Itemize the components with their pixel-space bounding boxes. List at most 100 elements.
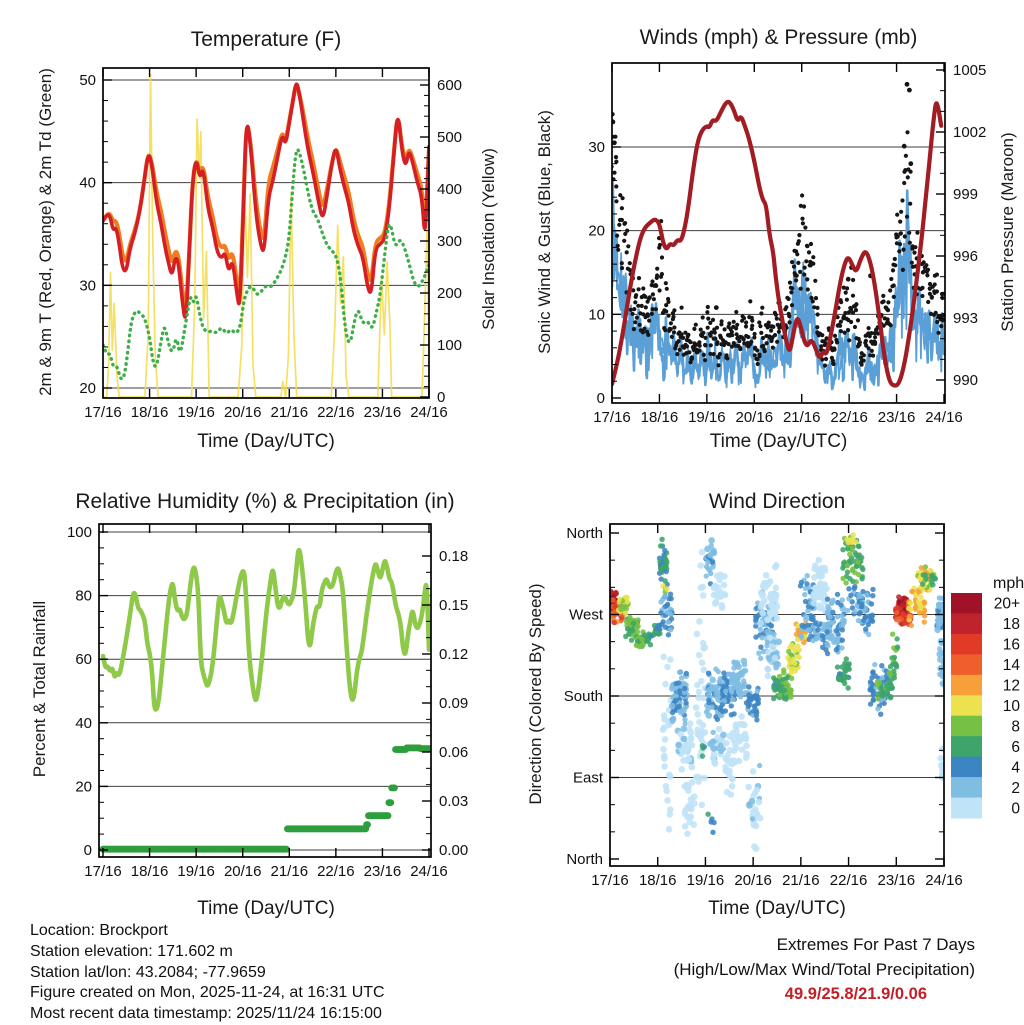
svg-text:0.06: 0.06 [439, 744, 468, 761]
svg-text:0: 0 [84, 842, 92, 859]
svg-text:24/16: 24/16 [410, 863, 448, 880]
svg-text:20: 20 [75, 778, 92, 795]
svg-text:19/16: 19/16 [687, 872, 725, 889]
svg-text:4: 4 [1011, 759, 1020, 776]
humidity-precip-title: Relative Humidity (%) & Precipitation (i… [75, 490, 455, 513]
svg-text:23/16: 23/16 [878, 872, 916, 889]
svg-text:0: 0 [437, 389, 445, 406]
svg-text:500: 500 [437, 129, 462, 146]
svg-text:0: 0 [1011, 800, 1020, 817]
svg-text:2: 2 [1011, 780, 1020, 797]
svg-text:21/16: 21/16 [271, 863, 309, 880]
svg-text:20: 20 [588, 223, 605, 240]
svg-text:600: 600 [437, 77, 462, 94]
svg-text:20/16: 20/16 [224, 404, 262, 421]
svg-text:22/16: 22/16 [830, 409, 868, 426]
svg-text:8: 8 [1011, 718, 1020, 735]
extremes-block: Extremes For Past 7 Days (High/Low/Max W… [525, 932, 975, 1007]
svg-text:200: 200 [437, 285, 462, 302]
temperature-title: Temperature (F) [190, 28, 342, 51]
svg-text:6: 6 [1011, 739, 1020, 756]
svg-text:0.09: 0.09 [439, 695, 468, 712]
winds-pressure-title: Winds (mph) & Pressure (mb) [639, 26, 918, 49]
wind-direction-xlabel: Time (Day/UTC) [708, 898, 846, 919]
winds-pressure-xlabel: Time (Day/UTC) [709, 431, 848, 452]
svg-text:400: 400 [437, 181, 462, 198]
svg-text:993: 993 [953, 310, 978, 327]
svg-text:10: 10 [588, 306, 605, 323]
figure-created: Figure created on Mon, 2025-11-24, at 16… [30, 984, 385, 1002]
svg-text:12: 12 [1003, 678, 1020, 695]
wind-direction-panel: 17/16 18/16 19/16 20/16 21/16 22/16 23/16 24/16… [564, 523, 1024, 889]
speed-colorbar: 20+ 18 16 14 12 10 8 6 4 2 0 mph [951, 575, 1024, 819]
dewpoint-2m [103, 147, 429, 381]
humidity-ylabel-left: Percent & Total Rainfall [30, 600, 49, 778]
solar-ylabel-right: Solar Insolation (Yellow) [479, 148, 498, 330]
svg-text:22/16: 22/16 [317, 404, 355, 421]
svg-text:300: 300 [437, 233, 462, 250]
svg-text:21/16: 21/16 [271, 404, 309, 421]
svg-text:22/16: 22/16 [317, 863, 355, 880]
svg-text:18/16: 18/16 [131, 404, 169, 421]
svg-text:20+: 20+ [994, 596, 1020, 613]
svg-text:100: 100 [67, 524, 92, 541]
svg-text:10: 10 [1003, 698, 1021, 715]
temperature-ylabel-left: 2m & 9m T (Red, Orange) & 2m Td (Green) [36, 68, 55, 396]
solar-insolation [103, 73, 429, 398]
wind-gust [612, 81, 945, 368]
svg-text:23/16: 23/16 [364, 863, 402, 880]
svg-text:1002: 1002 [953, 124, 986, 141]
svg-text:40: 40 [75, 715, 92, 732]
svg-text:North: North [566, 851, 603, 868]
svg-text:18/16: 18/16 [131, 863, 169, 880]
svg-text:30: 30 [588, 139, 605, 156]
winds-pressure-panel: 17/16 18/16 19/16 20/16 21/16 22/16 23/16 24/16… [588, 62, 986, 426]
sonic-wind [612, 227, 945, 389]
extremes-title: Extremes For Past 7 Days [776, 935, 975, 954]
svg-text:50: 50 [79, 72, 96, 89]
most-recent-timestamp: Most recent data timestamp: 2025/11/24 1… [30, 1005, 382, 1023]
svg-text:20/16: 20/16 [734, 872, 772, 889]
svg-text:22/16: 22/16 [830, 872, 868, 889]
svg-text:0.15: 0.15 [439, 597, 468, 614]
svg-text:17/16: 17/16 [593, 409, 631, 426]
direction-ylabel-left: Direction (Colored By Speed) [526, 583, 545, 805]
svg-text:24/16: 24/16 [410, 404, 448, 421]
relative-humidity [100, 547, 431, 712]
wind-direction-scatter [610, 532, 944, 852]
pressure-ylabel-right: Station Pressure (Maroon) [998, 132, 1017, 332]
svg-text:990: 990 [953, 372, 978, 389]
svg-text:West: West [569, 607, 604, 624]
svg-text:17/16: 17/16 [84, 863, 122, 880]
station-location: Location: Brockport [30, 922, 168, 939]
svg-text:80: 80 [75, 588, 92, 605]
humidity-precip-panel: 17/16 18/16 19/16 20/16 21/16 22/16 23/16 24/16… [67, 523, 468, 880]
svg-text:40: 40 [79, 175, 96, 192]
svg-text:0.03: 0.03 [439, 793, 468, 810]
svg-text:1005: 1005 [953, 62, 986, 79]
svg-text:South: South [564, 688, 603, 705]
colorbar-title: mph [993, 575, 1024, 592]
svg-text:0.12: 0.12 [439, 646, 468, 663]
wind-ylabel-left: Sonic Wind & Gust (Blue, Black) [535, 110, 554, 354]
svg-text:0.00: 0.00 [439, 842, 468, 859]
svg-text:20/16: 20/16 [736, 409, 774, 426]
svg-text:24/16: 24/16 [925, 409, 963, 426]
svg-text:21/16: 21/16 [783, 409, 821, 426]
svg-text:14: 14 [1003, 657, 1021, 674]
svg-text:30: 30 [79, 277, 96, 294]
svg-text:20/16: 20/16 [224, 863, 262, 880]
svg-text:17/16: 17/16 [84, 404, 122, 421]
temperature-panel: 17/16 18/16 19/16 20/16 21/16 22/16 23/16 24/16… [79, 67, 462, 421]
svg-text:999: 999 [953, 186, 978, 203]
svg-text:21/16: 21/16 [782, 872, 820, 889]
station-latlon: Station lat/lon: 43.2084; -77.9659 [30, 963, 266, 981]
svg-text:East: East [573, 770, 604, 787]
svg-text:996: 996 [953, 248, 978, 265]
svg-text:19/16: 19/16 [177, 404, 215, 421]
svg-text:18/16: 18/16 [641, 409, 679, 426]
svg-text:23/16: 23/16 [364, 404, 402, 421]
temperature-2m [103, 82, 429, 319]
